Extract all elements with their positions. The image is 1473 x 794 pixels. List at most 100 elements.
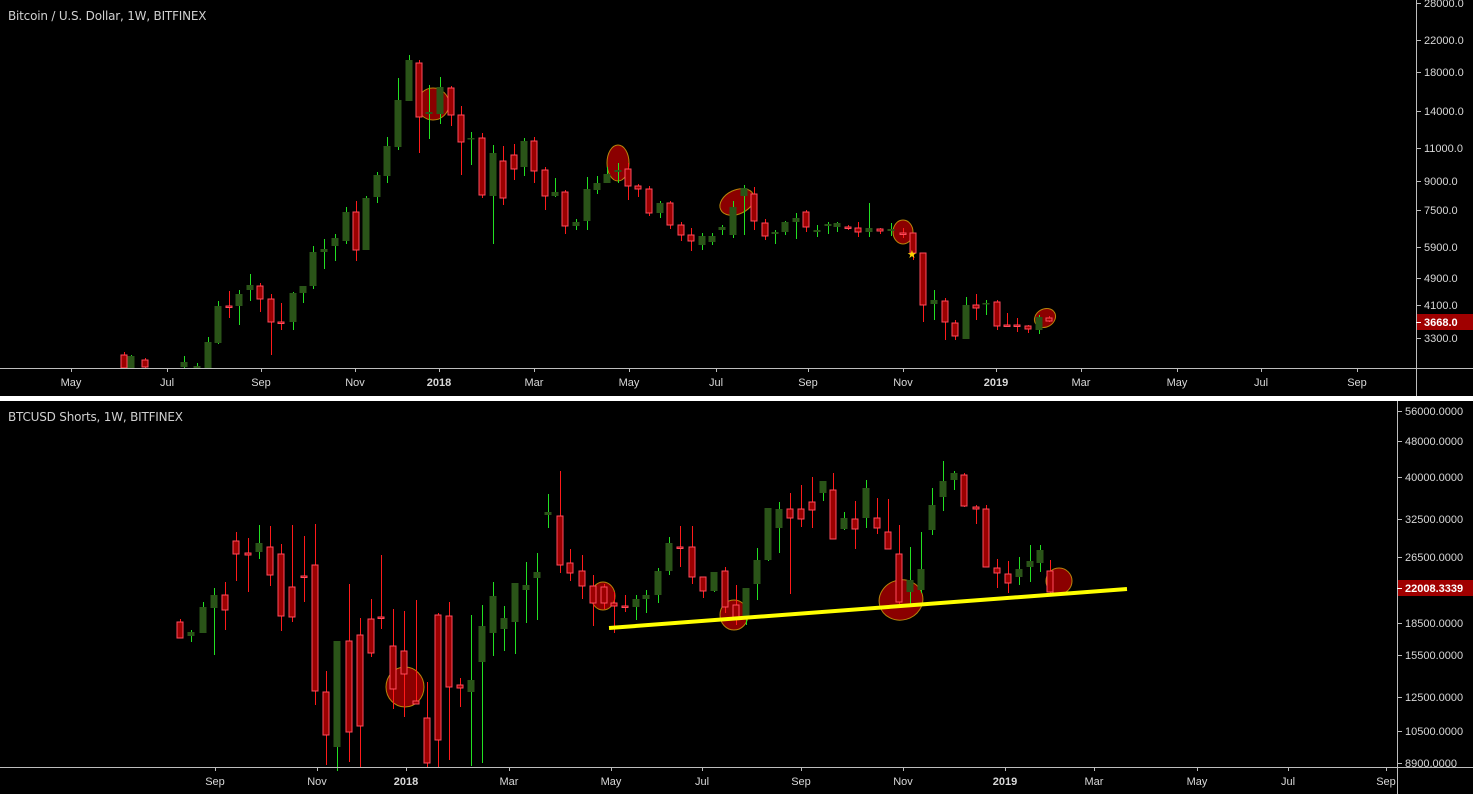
- candle-down: [676, 526, 684, 567]
- btc-shorts-chart[interactable]: 56000.0000 48000.0000 40000.0000 32500.0000…: [0, 401, 1473, 794]
- candle-up: [775, 502, 783, 553]
- candle-down: [873, 498, 881, 534]
- price-tick-label: 32500.0000: [1405, 514, 1463, 526]
- candle-up: [813, 225, 821, 237]
- time-tick-label: 2018: [394, 776, 418, 788]
- time-tick-label: Mar: [1072, 377, 1091, 389]
- candle-down: [434, 613, 442, 767]
- candle-up: [299, 286, 307, 303]
- pane-separator[interactable]: [0, 396, 1473, 401]
- support-trendline[interactable]: [608, 587, 1128, 630]
- time-tick-label: May: [619, 377, 640, 389]
- candle-down: [808, 477, 816, 528]
- btc-chart-title: Bitcoin / U.S. Dollar, 1W, BITFINEX: [8, 9, 207, 23]
- price-tick-label: 26500.0000: [1405, 552, 1463, 564]
- time-tick-label: Jul: [695, 776, 709, 788]
- candle-up: [632, 595, 640, 620]
- candle-down: [797, 485, 805, 527]
- candle-down: [141, 358, 149, 368]
- time-tick-label: Nov: [307, 776, 327, 788]
- candle-up: [614, 163, 622, 183]
- candle-down: [561, 190, 569, 234]
- btc-price-chart[interactable]: 28000.0 22000.0 18000.0 14000.0 11000.0 9000.…: [0, 0, 1473, 396]
- candle-down: [456, 678, 464, 707]
- time-tick-label: May: [1167, 377, 1188, 389]
- candle-down: [909, 232, 917, 260]
- candle-down: [566, 549, 574, 581]
- candle-up: [342, 207, 350, 244]
- candle-down: [884, 499, 892, 550]
- candle-down: [851, 501, 859, 549]
- time-tick-label: Jul: [1281, 776, 1295, 788]
- price-tick-label: 18500.0000: [1405, 618, 1463, 630]
- candle-up: [246, 274, 254, 301]
- highlight-circle[interactable]: [1031, 305, 1059, 332]
- candle-down: [687, 228, 695, 251]
- candle-down: [919, 252, 927, 322]
- candle-up: [862, 480, 870, 528]
- star-marker-icon: ★: [907, 248, 917, 261]
- price-tick-label: 18000.0: [1424, 67, 1464, 79]
- candle-down: [1013, 318, 1021, 332]
- candle-down: [367, 599, 375, 657]
- time-tick-label: Mar: [525, 377, 544, 389]
- candle-up: [603, 167, 611, 183]
- candle-up: [572, 219, 580, 230]
- candle-down: [499, 146, 507, 205]
- candle-down: [1046, 560, 1054, 594]
- candle-up: [642, 590, 650, 613]
- candle-up: [383, 137, 391, 183]
- candle-down: [960, 473, 968, 507]
- candle-down: [232, 532, 240, 581]
- candle-up: [824, 222, 832, 234]
- candle-down: [589, 575, 597, 626]
- candle-down: [951, 320, 959, 340]
- candle-up: [593, 176, 601, 194]
- candle-down: [445, 602, 453, 760]
- candle-up: [1026, 545, 1034, 582]
- candle-down: [972, 294, 980, 320]
- candle-down: [412, 600, 420, 705]
- price-tick-label: 40000.0000: [1405, 472, 1463, 484]
- time-tick-label: Sep: [1376, 776, 1396, 788]
- time-tick-label: Nov: [893, 776, 913, 788]
- candle-down: [377, 555, 385, 629]
- candle-down: [277, 303, 285, 330]
- candle-down: [415, 60, 423, 153]
- price-tick-label: 15500.0000: [1405, 650, 1463, 662]
- candle-up: [1015, 557, 1023, 585]
- candle-down: [1045, 316, 1053, 322]
- price-tick-label: 48000.0000: [1405, 436, 1463, 448]
- candle-up: [665, 537, 673, 575]
- candle-down: [288, 525, 296, 622]
- candle-up: [729, 201, 737, 238]
- candle-down: [982, 505, 990, 568]
- last-price-value: 22008.3339: [1405, 583, 1463, 595]
- candle-down: [802, 210, 810, 232]
- time-tick-label: May: [61, 377, 82, 389]
- candle-down: [844, 225, 852, 230]
- candle-down: [300, 536, 308, 602]
- candle-up: [405, 55, 413, 101]
- price-tick-label: 14000.0: [1424, 106, 1464, 118]
- price-tick-label: 9000.0: [1424, 176, 1458, 188]
- candle-up: [740, 185, 748, 235]
- candle-up: [478, 605, 486, 763]
- candle-up: [309, 246, 317, 289]
- candle-down: [530, 137, 538, 183]
- candle-up: [511, 583, 519, 654]
- candle-up: [255, 525, 263, 559]
- candle-down: [1024, 325, 1032, 333]
- time-tick-label: Mar: [1085, 776, 1104, 788]
- candle-down: [688, 526, 696, 584]
- candle-down: [993, 559, 1001, 588]
- btc-shorts-pane: 56000.0000 48000.0000 40000.0000 32500.0000…: [0, 401, 1473, 794]
- candle-up: [500, 606, 508, 651]
- price-tick-label: 3300.0: [1424, 333, 1458, 345]
- candle-up: [819, 481, 827, 501]
- price-tick-label: 56000.0000: [1405, 406, 1463, 418]
- time-tick-label: Sep: [205, 776, 225, 788]
- candle-down: [578, 555, 586, 599]
- candle-up: [1035, 315, 1043, 334]
- candle-up: [467, 615, 475, 766]
